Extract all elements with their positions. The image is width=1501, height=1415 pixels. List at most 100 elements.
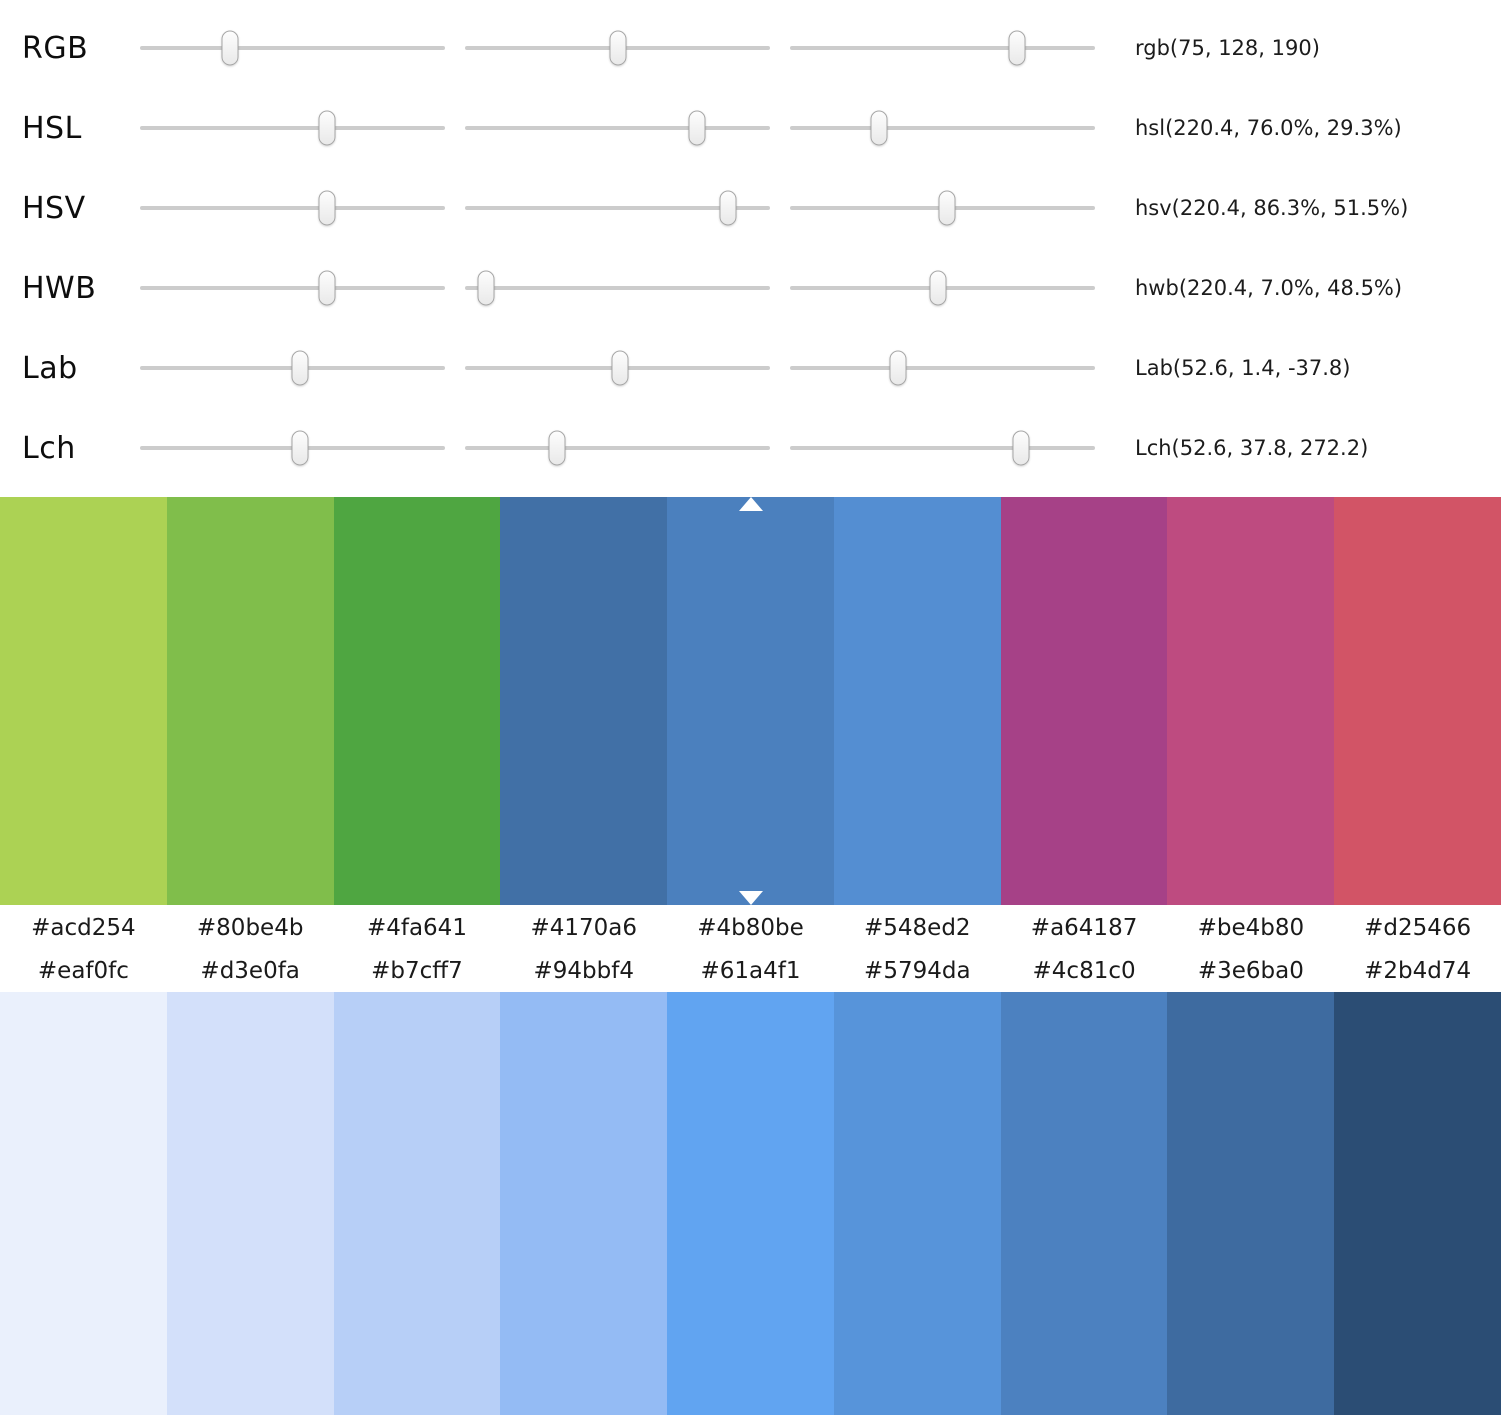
slider-track[interactable] bbox=[140, 346, 445, 390]
slider-tracks bbox=[140, 266, 1115, 310]
swatch-hex-label: #548ed2 bbox=[864, 914, 971, 941]
palette-swatch[interactable] bbox=[1000, 497, 1168, 905]
slider-tracks bbox=[140, 346, 1115, 390]
swatch-hex-label: #61a4f1 bbox=[700, 958, 801, 984]
swatch-hex-label: #2b4d74 bbox=[1364, 958, 1472, 984]
swatch-hex-label: #4170a6 bbox=[530, 914, 637, 941]
slider-track[interactable] bbox=[140, 26, 445, 70]
slider-value: Lab(52.6, 1.4, -37.8) bbox=[1135, 356, 1351, 380]
harmony-palette bbox=[0, 497, 1501, 905]
slider-handle[interactable] bbox=[318, 110, 336, 146]
slider-track[interactable] bbox=[790, 186, 1095, 230]
slider-handle[interactable] bbox=[318, 190, 336, 226]
slider-value: hsv(220.4, 86.3%, 51.5%) bbox=[1135, 196, 1409, 220]
slider-handle[interactable] bbox=[1012, 430, 1030, 466]
slider-handle[interactable] bbox=[548, 430, 565, 466]
swatch-hex-label: #5794da bbox=[864, 958, 971, 984]
slider-tracks bbox=[140, 186, 1115, 230]
slider-track[interactable] bbox=[140, 106, 445, 150]
slider-group-label: HSL bbox=[22, 110, 82, 146]
slider-track[interactable] bbox=[140, 426, 445, 470]
slider-value: hsl(220.4, 76.0%, 29.3%) bbox=[1135, 116, 1402, 140]
slider-handle[interactable] bbox=[938, 190, 956, 226]
slider-track-line bbox=[140, 286, 445, 290]
slider-track[interactable] bbox=[790, 266, 1095, 310]
palette-swatch[interactable] bbox=[833, 497, 1001, 905]
slider-handle[interactable] bbox=[870, 110, 888, 146]
slider-track-line bbox=[790, 126, 1095, 130]
slider-tracks bbox=[140, 26, 1115, 70]
palette-swatch[interactable] bbox=[667, 992, 834, 1415]
slider-group-label: Lab bbox=[22, 350, 78, 386]
slider-track[interactable] bbox=[140, 186, 445, 230]
slider-track[interactable] bbox=[790, 106, 1095, 150]
slider-handle[interactable] bbox=[221, 30, 239, 66]
palette-swatch[interactable] bbox=[1334, 497, 1501, 905]
slider-handle[interactable] bbox=[688, 110, 706, 146]
slider-track-line bbox=[465, 286, 770, 290]
slider-track-line bbox=[790, 446, 1095, 450]
swatch-hex-label: #4b80be bbox=[697, 914, 804, 941]
slider-group-label: RGB bbox=[22, 30, 89, 66]
swatch-hex-label: #eaf0fc bbox=[37, 958, 129, 984]
palette-swatch[interactable] bbox=[0, 992, 167, 1415]
slider-track[interactable] bbox=[465, 186, 770, 230]
slider-track-line bbox=[140, 206, 445, 210]
slider-handle[interactable] bbox=[291, 350, 309, 386]
slider-handle[interactable] bbox=[929, 270, 947, 306]
swatch-hex-label: #acd254 bbox=[31, 914, 136, 941]
palette-swatch[interactable] bbox=[333, 497, 501, 905]
swatch-hex-label: #4c81c0 bbox=[1032, 958, 1136, 984]
palette-swatch[interactable] bbox=[833, 992, 1001, 1415]
slider-value: Lch(52.6, 37.8, 272.2) bbox=[1135, 436, 1369, 460]
slider-rows: RGB rgb(75, 128, 190) HSL bbox=[0, 0, 1501, 497]
slider-track[interactable] bbox=[465, 106, 770, 150]
shades-palette bbox=[0, 992, 1501, 1415]
palette-swatch[interactable] bbox=[1167, 992, 1335, 1415]
slider-track[interactable] bbox=[140, 266, 445, 310]
slider-track-line bbox=[790, 366, 1095, 370]
slider-track[interactable] bbox=[465, 266, 770, 310]
slider-handle[interactable] bbox=[1008, 30, 1026, 66]
palette-swatch[interactable] bbox=[1167, 497, 1335, 905]
slider-row-rgb: RGB rgb(75, 128, 190) bbox=[0, 8, 1501, 88]
palette-swatch[interactable] bbox=[333, 992, 501, 1415]
swatch-hex-label: #d3e0fa bbox=[200, 958, 300, 984]
slider-group-label: Lch bbox=[22, 430, 76, 466]
slider-row-lab: Lab Lab(52.6, 1.4, -37.8) bbox=[0, 328, 1501, 408]
slider-track[interactable] bbox=[465, 26, 770, 70]
slider-row-hsv: HSV hsv(220.4, 86.3%, 51.5%) bbox=[0, 168, 1501, 248]
slider-handle[interactable] bbox=[609, 30, 627, 66]
swatch-hex-label: #80be4b bbox=[196, 914, 304, 941]
slider-track[interactable] bbox=[465, 426, 770, 470]
palette-swatch[interactable] bbox=[166, 497, 334, 905]
slider-row-hwb: HWB hwb(220.4, 7.0%, 48.5%) bbox=[0, 248, 1501, 328]
palette-swatch[interactable] bbox=[1000, 992, 1168, 1415]
palette-swatch[interactable] bbox=[0, 497, 167, 905]
selected-swatch-notch-bottom bbox=[738, 891, 763, 905]
slider-handle[interactable] bbox=[719, 190, 737, 226]
palette-swatch[interactable] bbox=[500, 497, 668, 905]
slider-track-line bbox=[465, 206, 770, 210]
swatch-hex-label: #b7cff7 bbox=[371, 958, 463, 984]
palette-swatch[interactable] bbox=[166, 992, 334, 1415]
slider-track[interactable] bbox=[790, 346, 1095, 390]
slider-track[interactable] bbox=[790, 26, 1095, 70]
slider-track[interactable] bbox=[790, 426, 1095, 470]
swatch-hex-label: #d25466 bbox=[1364, 914, 1472, 941]
slider-handle[interactable] bbox=[291, 430, 309, 466]
slider-handle[interactable] bbox=[477, 270, 495, 306]
swatch-hex-label: #a64187 bbox=[1030, 914, 1138, 941]
slider-track-line bbox=[140, 126, 445, 130]
slider-tracks bbox=[140, 426, 1115, 470]
swatch-hex-label: #3e6ba0 bbox=[1197, 958, 1304, 984]
slider-track[interactable] bbox=[465, 346, 770, 390]
swatch-hex-label: #94bbf4 bbox=[533, 958, 634, 984]
palette-swatch[interactable] bbox=[500, 992, 668, 1415]
palette-swatch[interactable] bbox=[667, 497, 834, 905]
slider-handle[interactable] bbox=[889, 350, 907, 386]
slider-handle[interactable] bbox=[318, 270, 336, 306]
palette-swatch[interactable] bbox=[1334, 992, 1501, 1415]
slider-handle[interactable] bbox=[611, 350, 629, 386]
